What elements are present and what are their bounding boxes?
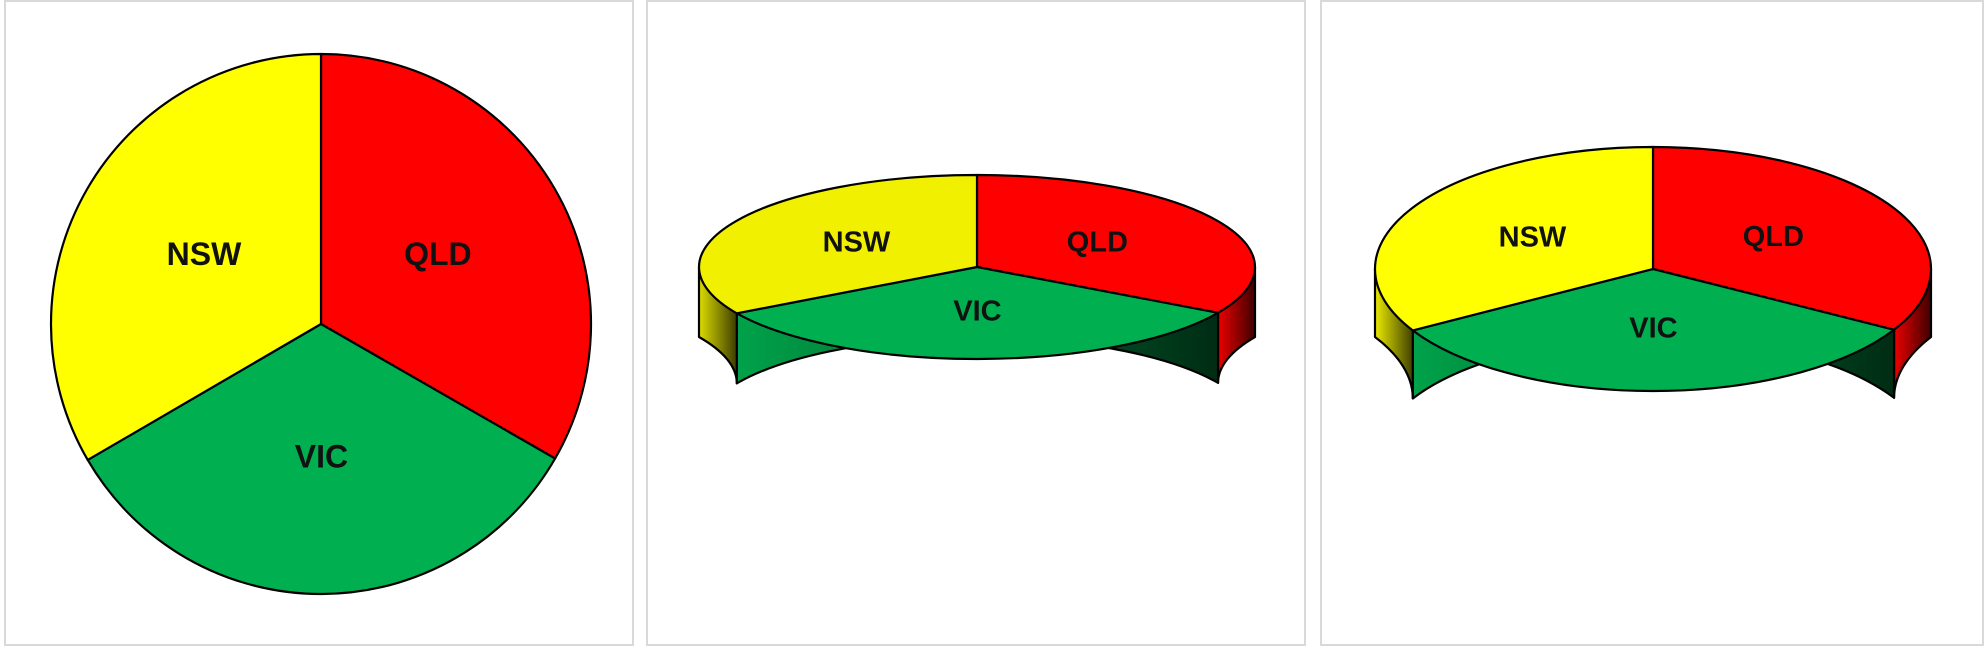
pie-label-nsw: NSW bbox=[1499, 221, 1567, 253]
pie-slice-qld bbox=[1651, 145, 1933, 331]
pie-slice-nsw bbox=[697, 173, 979, 315]
chart-panel-3d-pie-low-angle: QLD VIC NSW bbox=[646, 0, 1306, 646]
pie-slice-qld bbox=[975, 173, 1257, 314]
pie-slice-nsw bbox=[1373, 145, 1655, 332]
pie-label-qld: QLD bbox=[404, 236, 472, 272]
pie-label-vic: VIC bbox=[295, 438, 348, 474]
pie-label-qld: QLD bbox=[1743, 221, 1804, 253]
pie-slice-vic bbox=[735, 265, 1220, 361]
pie-label-vic: VIC bbox=[953, 296, 1001, 328]
chart-panel-3d-pie-high-angle: QLD VIC NSW bbox=[1320, 0, 1984, 646]
pie-label-vic: VIC bbox=[1629, 313, 1677, 345]
3d-pie-chart-low-angle: QLD VIC NSW bbox=[697, 173, 1257, 385]
pie-label-qld: QLD bbox=[1067, 227, 1128, 259]
pie-slice-nsw bbox=[49, 52, 323, 462]
flat-pie-chart: QLD VIC NSW bbox=[49, 52, 593, 596]
pie-label-nsw: NSW bbox=[167, 236, 242, 272]
pie-slice-vic bbox=[86, 322, 557, 596]
pie-slice-vic bbox=[1411, 267, 1896, 393]
pie-slice-qld bbox=[319, 52, 593, 460]
pie-label-nsw: NSW bbox=[823, 227, 891, 259]
3d-pie-chart-high-angle: QLD VIC NSW bbox=[1373, 145, 1933, 400]
chart-panel-flat-pie: QLD VIC NSW bbox=[4, 0, 634, 646]
